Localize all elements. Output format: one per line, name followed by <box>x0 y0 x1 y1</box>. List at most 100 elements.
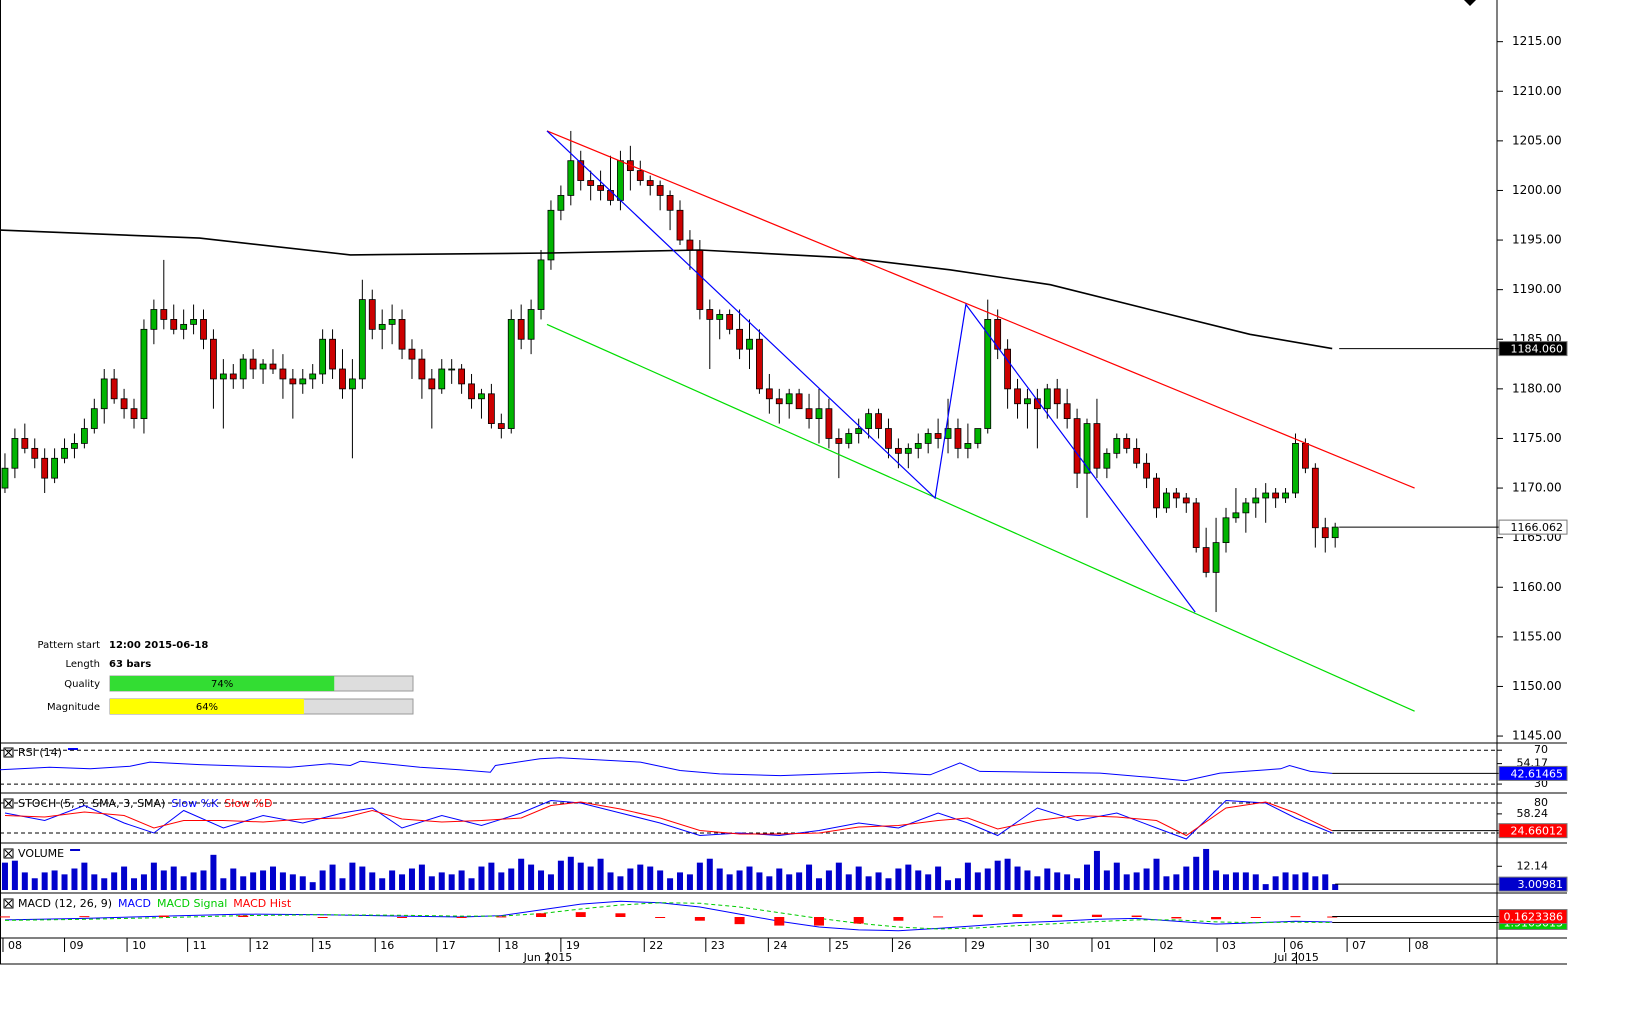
x-tick-label: 24 <box>773 939 787 952</box>
volume-bar <box>250 872 257 890</box>
x-tick-label: 16 <box>380 939 394 952</box>
volume-bar <box>498 872 505 890</box>
x-tick-label: 29 <box>971 939 985 952</box>
volume-bar <box>865 876 872 890</box>
volume-bar <box>1183 866 1190 890</box>
candle-body <box>80 428 88 444</box>
volume-bar <box>1143 868 1150 890</box>
volume-bar <box>180 876 187 890</box>
x-tick-label: 15 <box>318 939 332 952</box>
volume-bar <box>1272 876 1279 890</box>
candle-body <box>1192 502 1200 548</box>
candle-body <box>507 319 515 429</box>
candle-body <box>358 299 366 380</box>
trend-line <box>546 130 1196 613</box>
x-tick-label: 30 <box>1035 939 1049 952</box>
value-box-label: 24.66012 <box>1511 825 1564 838</box>
candle-body <box>795 393 803 410</box>
candle-body <box>696 249 704 310</box>
candle-body <box>954 428 962 449</box>
volume-bar <box>1074 878 1081 890</box>
y-tick-label: 70 <box>1534 743 1548 756</box>
candle-body <box>805 408 813 420</box>
candle-body <box>785 393 793 405</box>
candle-body <box>219 373 227 380</box>
candle-body <box>706 309 714 320</box>
candle-body <box>765 388 773 400</box>
candle-body <box>1073 418 1081 474</box>
candle-body <box>418 358 426 380</box>
candle-body <box>994 319 1002 350</box>
hist-bar <box>158 915 169 917</box>
candle-body <box>31 447 39 459</box>
panel-icon <box>3 848 14 859</box>
candle-body <box>378 323 386 330</box>
candle-body <box>527 309 535 340</box>
candle-body <box>746 338 753 350</box>
panel-icon <box>3 898 14 909</box>
volume-bar <box>478 866 485 890</box>
candle-body <box>537 259 545 310</box>
value-box-label: 3.00981 <box>1518 878 1564 891</box>
candle-body <box>557 195 565 211</box>
panel-icon-cross <box>4 849 13 858</box>
candle-body <box>885 428 892 449</box>
candle-body <box>180 323 188 330</box>
info-bar-label: 64% <box>196 702 218 713</box>
candle-body <box>1331 526 1339 539</box>
candle-body <box>110 378 118 400</box>
value-box <box>1498 765 1568 781</box>
volume-bar <box>1252 874 1259 890</box>
volume-bar <box>875 872 882 890</box>
panel-title: RSI (14) <box>18 746 62 759</box>
hist-bar <box>774 917 785 926</box>
info-value: 12:00 2015-06-18 <box>109 640 208 651</box>
volume-bar <box>746 866 753 890</box>
candle-body <box>1232 512 1240 519</box>
volume-bar <box>240 876 247 890</box>
volume-bar <box>815 878 822 890</box>
x-tick-label: 08 <box>1415 939 1429 952</box>
volume-bar <box>1232 872 1239 890</box>
panel-icon <box>3 747 14 758</box>
value-box-label: 0.1623386 <box>1504 911 1564 924</box>
x-sub-label: Jun 2015 <box>523 951 573 964</box>
volume-bar <box>269 866 276 890</box>
y-tick-label: 1210.00 <box>1512 84 1562 98</box>
volume-bar <box>806 864 813 890</box>
volume-bar <box>121 866 128 890</box>
legend-entry: MACD Signal <box>157 897 227 910</box>
legend-entry: Slow %K <box>171 797 219 810</box>
candle-body <box>1172 492 1180 499</box>
candle-body <box>239 358 247 380</box>
hist-bar <box>0 916 10 918</box>
volume-bar <box>309 882 316 890</box>
volume-bar <box>289 874 296 890</box>
candle-body <box>1093 423 1101 469</box>
hist-bar <box>615 913 626 917</box>
y-tick-label: 12.14 <box>1517 859 1549 872</box>
candle-body <box>120 398 128 410</box>
candle-body <box>438 368 446 390</box>
volume-bar <box>667 878 674 890</box>
volume-bar <box>935 866 942 890</box>
volume-bar <box>528 864 535 890</box>
volume-bar <box>1332 884 1339 890</box>
volume-bar <box>905 864 912 890</box>
volume-bar <box>1173 874 1180 890</box>
candle-body <box>140 328 148 420</box>
y-tick-label: 1145.00 <box>1512 729 1562 743</box>
y-tick-label: 1195.00 <box>1512 233 1562 247</box>
candle-body <box>398 319 406 350</box>
candle-body <box>487 393 495 424</box>
value-box <box>1498 876 1568 892</box>
volume-bar <box>1 862 8 890</box>
volume-bar <box>945 880 952 890</box>
candle-body <box>646 180 654 186</box>
y-tick-label: 1180.00 <box>1512 381 1562 395</box>
candle-body <box>1311 467 1319 529</box>
volume-bar <box>1242 872 1249 890</box>
volume-bar <box>925 874 932 890</box>
menu-marker[interactable] <box>1464 0 1476 6</box>
hist-bar <box>1171 917 1182 919</box>
